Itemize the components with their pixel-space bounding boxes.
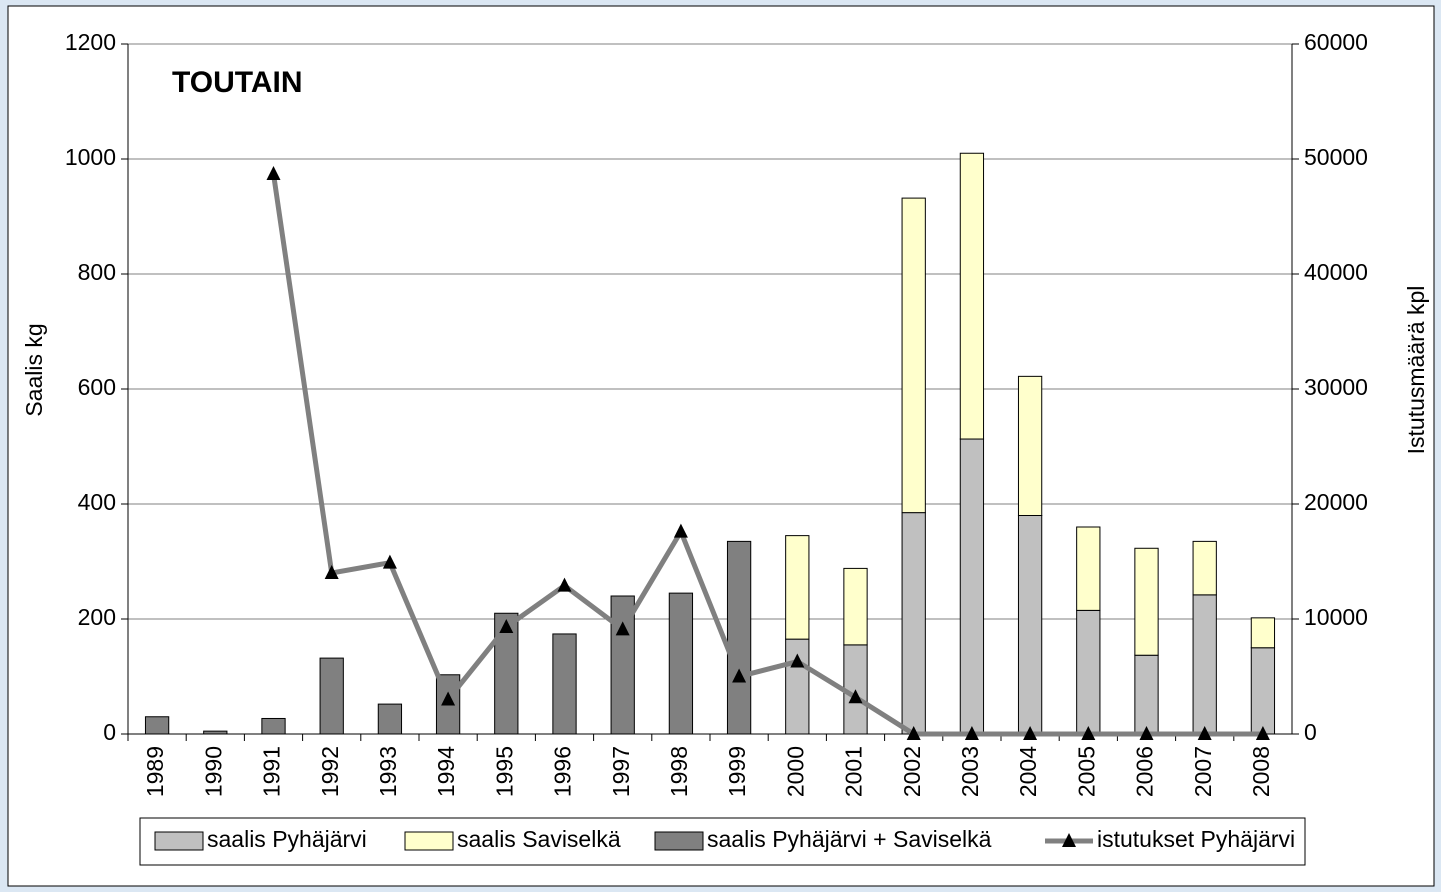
line bbox=[271, 173, 1263, 737]
marker bbox=[906, 726, 921, 740]
x-tick-label: 1995 bbox=[491, 746, 517, 797]
x-tick-label: 1998 bbox=[666, 746, 692, 797]
chart-frame bbox=[7, 5, 1435, 887]
y2-tick-label: 10000 bbox=[1304, 604, 1368, 630]
bar bbox=[1250, 617, 1276, 649]
legend-marker bbox=[1062, 833, 1076, 847]
marker bbox=[1255, 726, 1270, 740]
bar bbox=[843, 567, 868, 646]
marker bbox=[673, 523, 688, 538]
bar bbox=[959, 152, 985, 440]
x-tick-label: 1993 bbox=[375, 746, 401, 797]
marker bbox=[441, 691, 456, 706]
marker bbox=[1081, 726, 1096, 740]
x-tick-label: 2001 bbox=[841, 746, 867, 797]
legend-label: saalis Pyhäjärvi + Saviselkä bbox=[707, 826, 992, 852]
marker bbox=[266, 165, 281, 180]
marker bbox=[324, 565, 339, 579]
bar bbox=[494, 612, 519, 735]
bar bbox=[668, 592, 694, 735]
marker bbox=[732, 668, 747, 683]
x-tick-label: 2008 bbox=[1248, 746, 1274, 797]
y2-axis-label: Istutusmäärä kpl bbox=[1403, 286, 1429, 455]
legend-label: saalis Pyhäjärvi bbox=[207, 826, 367, 852]
bar bbox=[901, 197, 926, 514]
chart-title: TOUTAIN bbox=[172, 66, 303, 99]
y2-tick-label: 20000 bbox=[1304, 489, 1368, 515]
bar bbox=[1134, 547, 1159, 656]
legend-label: istutukset Pyhäjärvi bbox=[1097, 826, 1295, 852]
bar bbox=[1017, 375, 1043, 516]
x-tick-label: 1992 bbox=[317, 746, 343, 797]
bar bbox=[1134, 654, 1159, 735]
marker bbox=[1139, 726, 1154, 740]
x-tick-label: 2005 bbox=[1073, 746, 1099, 797]
x-tick-label: 2007 bbox=[1190, 746, 1216, 797]
y-tick-label: 600 bbox=[78, 374, 116, 400]
bar bbox=[785, 638, 810, 735]
bar bbox=[610, 595, 635, 735]
y2-tick-label: 30000 bbox=[1304, 374, 1368, 400]
legend-label: saalis Saviselkä bbox=[457, 826, 621, 852]
bar bbox=[959, 438, 985, 735]
x-tick-label: 1999 bbox=[724, 746, 750, 797]
y-tick-label: 400 bbox=[78, 489, 116, 515]
y-tick-label: 800 bbox=[78, 259, 116, 285]
x-tick-label: 2006 bbox=[1132, 746, 1158, 797]
x-tick-label: 1991 bbox=[259, 746, 285, 797]
bar bbox=[901, 512, 926, 735]
y-tick-label: 1200 bbox=[65, 29, 116, 55]
x-tick-label: 2000 bbox=[782, 746, 808, 797]
bar bbox=[1192, 594, 1217, 735]
marker bbox=[382, 554, 397, 569]
marker bbox=[1197, 726, 1212, 740]
x-tick-label: 1989 bbox=[142, 746, 168, 797]
legend-box bbox=[139, 817, 1306, 866]
bar bbox=[552, 633, 577, 735]
y2-tick-label: 40000 bbox=[1304, 259, 1368, 285]
x-tick-label: 2003 bbox=[957, 746, 983, 797]
marker bbox=[848, 689, 863, 704]
marker bbox=[557, 577, 572, 592]
marker bbox=[499, 619, 514, 634]
x-tick-label: 2002 bbox=[899, 746, 925, 797]
marker bbox=[1023, 726, 1038, 740]
bar bbox=[1250, 647, 1276, 735]
bar bbox=[377, 703, 403, 735]
y-tick-label: 0 bbox=[103, 719, 116, 745]
legend-swatch bbox=[654, 831, 704, 851]
bar bbox=[726, 540, 752, 735]
bar bbox=[1076, 526, 1101, 611]
y-tick-label: 1000 bbox=[65, 144, 116, 170]
bar bbox=[1076, 609, 1101, 735]
bar bbox=[1017, 515, 1043, 735]
bar bbox=[203, 730, 228, 735]
bar bbox=[785, 535, 810, 640]
y2-tick-label: 0 bbox=[1304, 719, 1317, 745]
x-tick-label: 2004 bbox=[1015, 746, 1041, 797]
marker bbox=[615, 621, 630, 636]
marker bbox=[790, 653, 805, 668]
y-tick-label: 200 bbox=[78, 604, 116, 630]
legend-swatch bbox=[404, 831, 454, 851]
x-tick-label: 1997 bbox=[608, 746, 634, 797]
y-axis-label: Saalis kg bbox=[21, 323, 47, 416]
bar bbox=[319, 657, 344, 735]
y2-tick-label: 50000 bbox=[1304, 144, 1368, 170]
legend-swatch bbox=[154, 831, 204, 851]
bar bbox=[144, 716, 170, 735]
y2-tick-label: 60000 bbox=[1304, 29, 1368, 55]
bar bbox=[261, 717, 286, 735]
x-tick-label: 1994 bbox=[433, 746, 459, 797]
bar bbox=[1192, 540, 1217, 596]
x-tick-label: 1990 bbox=[200, 746, 226, 797]
x-tick-label: 1996 bbox=[550, 746, 576, 797]
marker bbox=[964, 726, 979, 740]
